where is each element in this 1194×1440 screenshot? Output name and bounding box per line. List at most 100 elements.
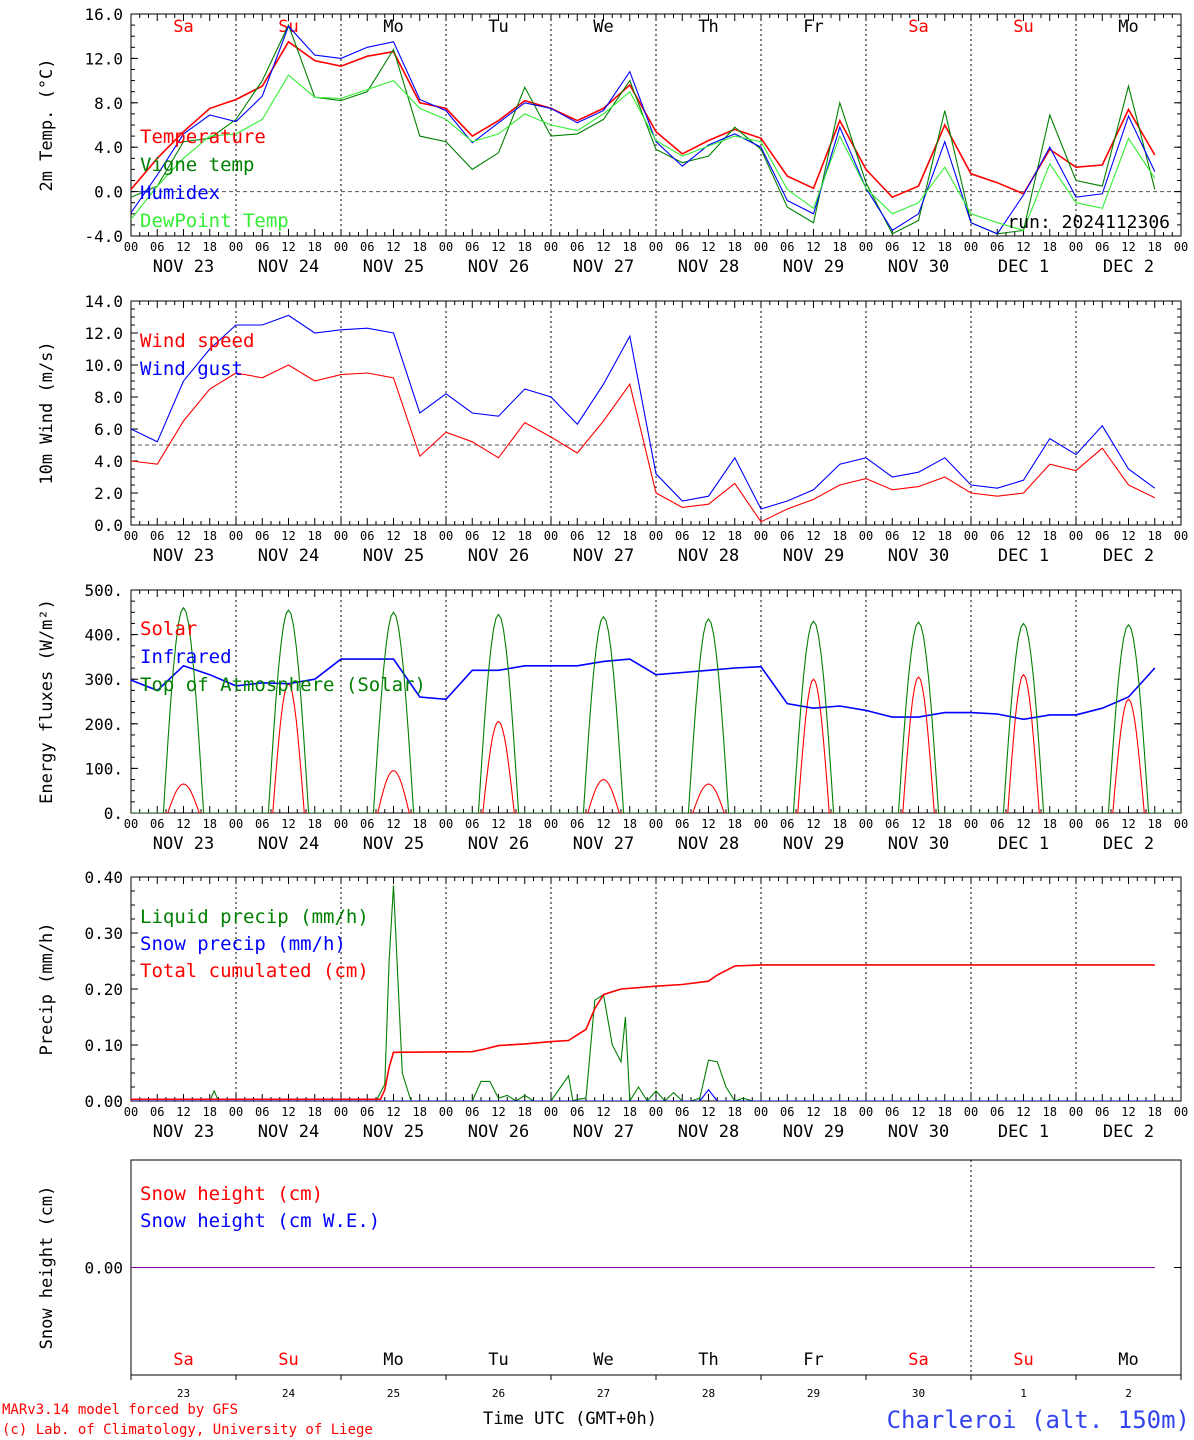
date-label: NOV 30 [888, 546, 949, 566]
legend-entry: Top of Atmosphere (Solar) [140, 674, 426, 696]
y-tick-label: 2.0 [94, 484, 123, 503]
hour-tick-label: 06 [885, 1105, 899, 1119]
hour-tick-label: 12 [1016, 529, 1030, 543]
hour-tick-label: 12 [1121, 1105, 1135, 1119]
weekday-label: Fr [803, 1350, 823, 1370]
hour-tick-label: 12 [1121, 529, 1135, 543]
chart-panels: 00 06 12 18 00 06 12 18 00 06 12 18 00 06 12 18 00 06 12 18… [37, 5, 1188, 1400]
y-tick-label: 0.00 [84, 1092, 123, 1111]
y-tick-label: 4.0 [94, 138, 123, 157]
series-line [131, 1088, 1155, 1101]
hour-tick-label: 06 [1095, 817, 1109, 831]
hour-tick-label: 18 [518, 817, 532, 831]
hour-tick-label: 12 [176, 529, 190, 543]
series-line [131, 40, 1156, 199]
day-number-label: 25 [387, 1387, 400, 1400]
hour-tick-label: 06 [570, 1105, 584, 1119]
y-tick-label: 0. [104, 804, 123, 823]
hour-tick-label: 18 [833, 529, 847, 543]
series-line [131, 23, 1156, 235]
weekday-label: Mo [1118, 17, 1138, 37]
hour-tick-label: 06 [675, 817, 689, 831]
y-tick-label: 0.20 [84, 980, 123, 999]
hour-tick-label: 06 [570, 529, 584, 543]
y-tick-label: 4.0 [94, 452, 123, 471]
date-label: NOV 24 [258, 546, 319, 566]
hour-tick-label: 12 [596, 240, 610, 254]
hour-tick-label: 06 [675, 1105, 689, 1119]
legend-entry: Wind speed [140, 330, 254, 352]
hour-tick-label: 00 [1174, 240, 1188, 254]
y-tick-label: 400. [84, 626, 123, 645]
date-label: NOV 25 [363, 1122, 424, 1142]
hour-tick-label: 06 [885, 817, 899, 831]
hour-tick-label: 12 [491, 1105, 505, 1119]
hour-tick-label: 12 [386, 817, 400, 831]
date-label: NOV 26 [468, 257, 529, 277]
hour-tick-label: 06 [885, 529, 899, 543]
legend-entry: Infrared [140, 646, 232, 668]
hour-tick-label: 18 [728, 240, 742, 254]
hour-tick-label: 06 [465, 817, 479, 831]
hour-tick-label: 00 [229, 817, 243, 831]
y-tick-label: 0.00 [84, 1259, 123, 1278]
date-label: DEC 1 [998, 257, 1049, 277]
day-number-label: 27 [597, 1387, 610, 1400]
time-axis-label: Time UTC (GMT+0h) [483, 1409, 657, 1429]
y-tick-label: 500. [84, 581, 123, 600]
date-label: NOV 29 [783, 834, 844, 854]
hour-tick-label: 06 [150, 240, 164, 254]
date-label: NOV 23 [153, 546, 214, 566]
panel-5: Sa 23 Su 24 Mo 25 Tu 26 We 27 Th 28 Fr 29 Sa 30 Su 1 Mo 2 0.… [37, 1159, 1182, 1400]
hour-tick-label: 00 [649, 240, 663, 254]
hour-tick-label: 12 [281, 529, 295, 543]
hour-tick-label: 00 [754, 817, 768, 831]
day-number-label: 30 [912, 1387, 925, 1400]
hour-tick-label: 00 [964, 240, 978, 254]
y-axis-label: Precip (mm/h) [37, 922, 57, 1055]
hour-tick-label: 12 [176, 817, 190, 831]
y-tick-label: 12.0 [84, 49, 123, 68]
hour-tick-label: 18 [1148, 240, 1162, 254]
date-label: NOV 23 [153, 834, 214, 854]
hour-tick-label: 18 [413, 240, 427, 254]
hour-tick-label: 12 [911, 529, 925, 543]
hour-tick-label: 00 [334, 240, 348, 254]
date-label: NOV 30 [888, 834, 949, 854]
y-tick-label: 6.0 [94, 420, 123, 439]
series-line [131, 673, 1181, 813]
date-label: NOV 28 [678, 834, 739, 854]
y-tick-label: 100. [84, 759, 123, 778]
series-group [131, 885, 1155, 1101]
hour-tick-label: 06 [780, 817, 794, 831]
hour-tick-label: 00 [124, 240, 138, 254]
hour-tick-label: 00 [754, 1105, 768, 1119]
date-label: NOV 26 [468, 834, 529, 854]
hour-tick-label: 00 [1069, 529, 1083, 543]
legend-entry: Liquid precip (mm/h) [140, 906, 369, 928]
hour-tick-label: 12 [176, 240, 190, 254]
legend-entry: Snow height (cm) [140, 1183, 323, 1205]
hour-tick-label: 12 [596, 1105, 610, 1119]
date-label: NOV 25 [363, 546, 424, 566]
series-group [131, 314, 1156, 523]
hour-tick-label: 00 [649, 1105, 663, 1119]
date-label: NOV 25 [363, 257, 424, 277]
weekday-label: Sa [908, 1350, 928, 1370]
series-line [131, 314, 1156, 510]
date-label: NOV 30 [888, 257, 949, 277]
series-line [131, 606, 1181, 813]
series-line [131, 964, 1155, 1101]
hour-tick-label: 18 [623, 817, 637, 831]
hour-tick-label: 06 [465, 1105, 479, 1119]
hour-tick-label: 00 [859, 1105, 873, 1119]
weekday-label: Su [1013, 17, 1033, 37]
hour-tick-label: 18 [1148, 1105, 1162, 1119]
hour-tick-label: 18 [1148, 529, 1162, 543]
hour-tick-label: 06 [465, 529, 479, 543]
day-number-label: 26 [492, 1387, 505, 1400]
hour-tick-label: 06 [780, 240, 794, 254]
hour-tick-label: 12 [806, 240, 820, 254]
weekday-label: Tu [488, 1350, 508, 1370]
hour-tick-label: 00 [649, 817, 663, 831]
